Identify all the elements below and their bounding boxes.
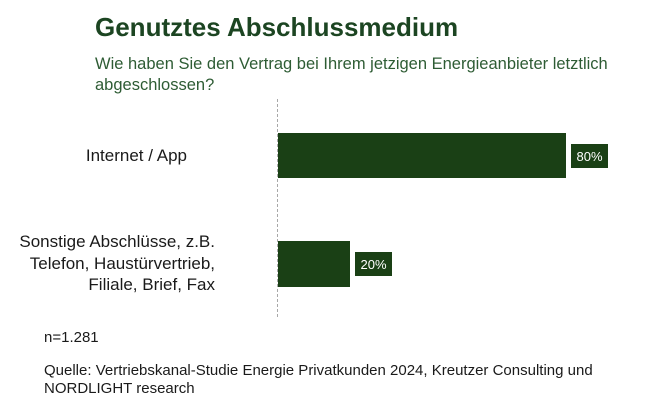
bar-internet-app xyxy=(278,133,566,178)
source-note-line-2: NORDLIGHT research xyxy=(44,379,195,397)
bar-sonstige-abschluesse xyxy=(278,241,350,287)
chart-subtitle-line-2: abgeschlossen? xyxy=(95,76,215,94)
source-note: Quelle: Vertriebskanal-Studie Energie Pr… xyxy=(44,362,593,397)
chart-title: Genutztes Abschlussmedium xyxy=(95,12,459,42)
category-label-line: Telefon, Haustürvertrieb, xyxy=(29,253,215,273)
category-label-internet-app: Internet / App xyxy=(0,145,187,167)
category-label-line: Sonstige Abschlüsse, z.B. xyxy=(19,232,215,251)
source-note-line-1: Quelle: Vertriebskanal-Studie Energie Pr… xyxy=(44,362,593,379)
category-label-line: Internet / App xyxy=(85,146,187,165)
value-label-sonstige-abschluesse: 20% xyxy=(355,252,392,276)
zero-baseline-axis xyxy=(277,99,278,317)
chart-subtitle: Wie haben Sie den Vertrag bei Ihrem jetz… xyxy=(95,54,608,96)
sample-size-note: n=1.281 xyxy=(44,329,99,346)
category-label-line: Filiale, Brief, Fax xyxy=(88,275,215,294)
value-label-internet-app: 80% xyxy=(571,144,608,168)
category-label-sonstige-abschluesse: Sonstige Abschlüsse, z.B. Telefon, Haust… xyxy=(0,231,215,296)
chart-subtitle-line-1: Wie haben Sie den Vertrag bei Ihrem jetz… xyxy=(95,55,608,73)
